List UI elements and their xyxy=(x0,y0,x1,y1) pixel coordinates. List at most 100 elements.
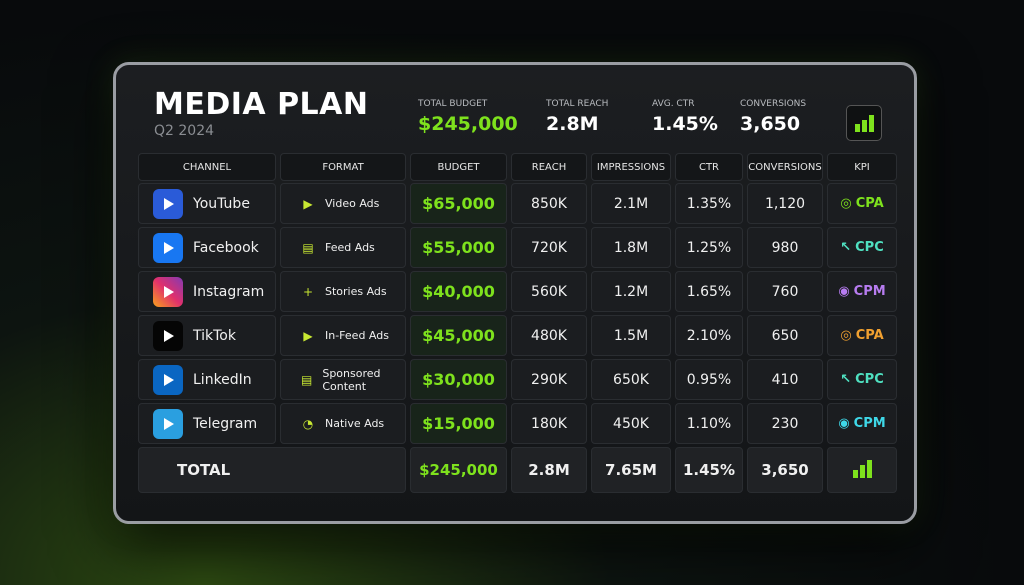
column-header: BUDGET xyxy=(410,153,507,181)
conversions-cell: 980 xyxy=(747,227,823,268)
summary-label: AVG. CTR xyxy=(652,99,695,109)
format-cell: + Stories Ads xyxy=(280,271,406,312)
impressions-cell: 450K xyxy=(591,403,671,444)
chart-button[interactable] xyxy=(846,105,882,141)
channel-name: TikTok xyxy=(193,327,236,344)
total-reach: 2.8M xyxy=(511,447,587,493)
column-header: REACH xyxy=(511,153,587,181)
summary-value: 1.45% xyxy=(652,113,718,135)
kpi-cell: ◎ CPA xyxy=(827,183,897,224)
summary-item: TOTAL REACH 2.8M xyxy=(546,99,608,135)
kpi-cell: ◉ CPM xyxy=(827,271,897,312)
reach-cell: 560K xyxy=(511,271,587,312)
total-chart-icon xyxy=(827,447,897,493)
budget-cell: $30,000 xyxy=(410,359,507,400)
summary-item: TOTAL BUDGET $245,000 xyxy=(418,99,518,135)
budget-cell: $55,000 xyxy=(410,227,507,268)
kpi-name: CPA xyxy=(855,328,884,343)
impressions-cell: 2.1M xyxy=(591,183,671,224)
channel-logo xyxy=(153,364,183,395)
kpi-icon: ↖ xyxy=(840,372,852,387)
channel-logo xyxy=(153,232,183,263)
reach-cell: 850K xyxy=(511,183,587,224)
summary-label: TOTAL BUDGET xyxy=(418,99,488,109)
ctr-cell: 2.10% xyxy=(675,315,743,356)
format-name: Sponsored Content xyxy=(322,366,381,393)
impressions-cell: 1.2M xyxy=(591,271,671,312)
reach-cell: 480K xyxy=(511,315,587,356)
kpi-cell: ◎ CPA xyxy=(827,315,897,356)
total-ctr: 1.45% xyxy=(675,447,743,493)
reach-cell: 720K xyxy=(511,227,587,268)
format-name: Video Ads xyxy=(325,197,380,210)
budget-cell: $15,000 xyxy=(410,403,507,444)
total-label: TOTAL xyxy=(138,447,406,493)
budget-cell: $40,000 xyxy=(410,271,507,312)
summary-item: AVG. CTR 1.45% xyxy=(652,99,718,135)
budget-cell: $45,000 xyxy=(410,315,507,356)
format-cell: ▤ Feed Ads xyxy=(280,227,406,268)
format-name: Native Ads xyxy=(325,417,385,430)
format-name: Stories Ads xyxy=(325,285,387,298)
subtitle: Q2 2024 xyxy=(154,123,215,139)
kpi-name: CPA xyxy=(855,196,884,211)
kpi-name: CPC xyxy=(855,240,884,255)
format-cell: ▶ Video Ads xyxy=(280,183,406,224)
conversions-cell: 410 xyxy=(747,359,823,400)
reach-cell: 290K xyxy=(511,359,587,400)
channel-name: Facebook xyxy=(193,239,259,256)
column-header: FORMAT xyxy=(280,153,406,181)
channel-logo xyxy=(153,188,183,219)
channel-cell: Facebook xyxy=(138,227,276,268)
channel-cell: Telegram xyxy=(138,403,276,444)
kpi-icon: ◉ xyxy=(838,284,850,299)
kpi-icon: ◎ xyxy=(840,196,852,211)
format-icon: ▶ xyxy=(303,328,313,343)
column-header: CONVERSIONS xyxy=(747,153,823,181)
total-impressions: 7.65M xyxy=(591,447,671,493)
channel-cell: YouTube xyxy=(138,183,276,224)
kpi-icon: ↖ xyxy=(840,240,852,255)
channel-name: Telegram xyxy=(193,415,258,432)
kpi-icon: ◎ xyxy=(840,328,852,343)
ctr-cell: 0.95% xyxy=(675,359,743,400)
column-header: KPI xyxy=(827,153,897,181)
conversions-cell: 1,120 xyxy=(747,183,823,224)
format-icon: ▶ xyxy=(303,196,313,211)
channel-name: Instagram xyxy=(193,283,265,300)
kpi-icon: ◉ xyxy=(838,416,850,431)
format-cell: ◔ Native Ads xyxy=(280,403,406,444)
channel-cell: Instagram xyxy=(138,271,276,312)
channel-cell: TikTok xyxy=(138,315,276,356)
reach-cell: 180K xyxy=(511,403,587,444)
impressions-cell: 1.5M xyxy=(591,315,671,356)
summary-value: $245,000 xyxy=(418,113,518,135)
channel-logo xyxy=(153,408,183,439)
kpi-name: CPC xyxy=(855,372,884,387)
conversions-cell: 760 xyxy=(747,271,823,312)
format-icon: ▤ xyxy=(302,240,314,255)
kpi-name: CPM xyxy=(853,284,886,299)
summary-label: TOTAL REACH xyxy=(546,99,609,109)
kpi-cell: ↖ CPC xyxy=(827,359,897,400)
format-icon: ▤ xyxy=(301,372,313,387)
ctr-cell: 1.25% xyxy=(675,227,743,268)
summary-value: 3,650 xyxy=(740,113,801,135)
format-name: In-Feed Ads xyxy=(325,329,389,342)
impressions-cell: 650K xyxy=(591,359,671,400)
summary-label: CONVERSIONS xyxy=(740,99,807,109)
budget-cell: $65,000 xyxy=(410,183,507,224)
ctr-cell: 1.35% xyxy=(675,183,743,224)
column-header: IMPRESSIONS xyxy=(591,153,671,181)
kpi-cell: ↖ CPC xyxy=(827,227,897,268)
column-header: CTR xyxy=(675,153,743,181)
conversions-cell: 230 xyxy=(747,403,823,444)
conversions-cell: 650 xyxy=(747,315,823,356)
ctr-cell: 1.65% xyxy=(675,271,743,312)
channel-name: YouTube xyxy=(193,195,250,212)
impressions-cell: 1.8M xyxy=(591,227,671,268)
summary-item: CONVERSIONS 3,650 xyxy=(740,99,806,135)
kpi-name: CPM xyxy=(853,416,886,431)
format-name: Feed Ads xyxy=(325,241,375,254)
